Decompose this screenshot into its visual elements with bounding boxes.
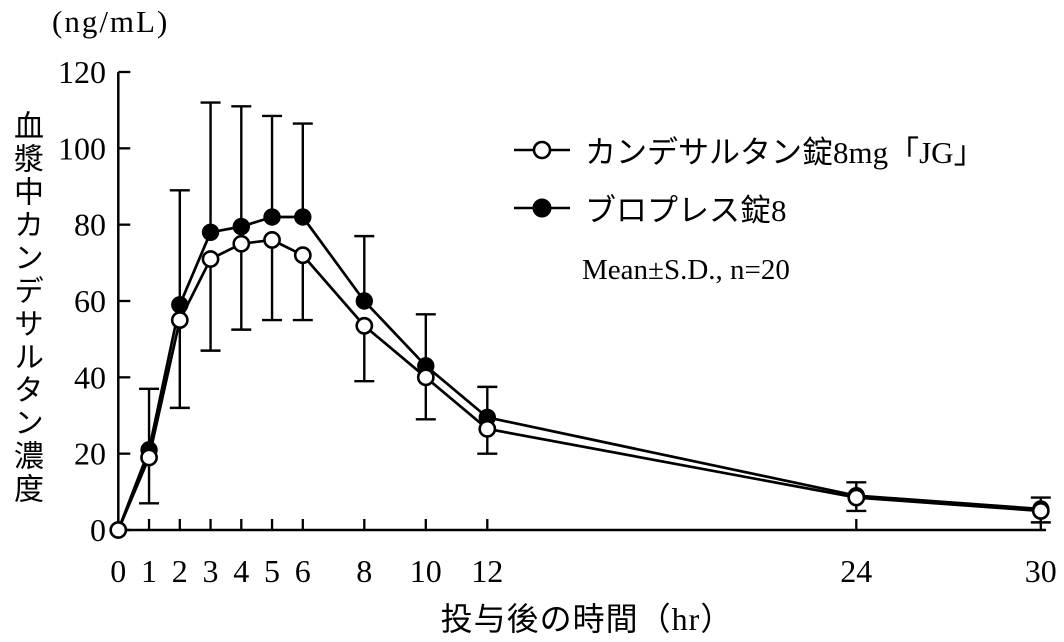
legend-item-jg-generic: カンデサルタン錠8mg「JG」	[514, 131, 985, 170]
y-axis-title: 血漿中カンデサルタン濃度	[9, 110, 42, 506]
data-point-open-circle	[109, 521, 128, 539]
x-tick-label: 6	[295, 553, 311, 589]
y-tick-label: 20	[74, 436, 106, 472]
legend-label-blopress: ブロプレス錠8	[585, 193, 787, 228]
x-tick-label: 24	[840, 553, 872, 589]
data-point-open-circle	[478, 419, 497, 438]
filled-circle-marker-icon	[514, 198, 570, 217]
y-tick-label: 100	[58, 130, 106, 166]
x-tick-label: 12	[471, 553, 503, 589]
data-point-filled-circle	[263, 208, 281, 226]
data-point-filled-circle	[294, 208, 312, 226]
data-point-filled-circle	[232, 217, 251, 236]
x-tick-label: 4	[233, 553, 249, 589]
x-tick-label: 1	[141, 553, 157, 589]
y-tick-label: 80	[74, 207, 106, 243]
y-tick-label: 120	[58, 54, 106, 90]
y-tick-label: 60	[74, 283, 106, 319]
data-point-open-circle	[293, 246, 312, 265]
series-line-open-circle	[117, 238, 1041, 531]
x-tick-label: 3	[203, 553, 219, 589]
x-tick-label: 0	[110, 553, 126, 589]
data-point-open-circle	[140, 448, 158, 467]
y-axis-unit-label: (ng/mL)	[52, 4, 170, 39]
legend-label-jg-generic: カンデサルタン錠8mg「JG」	[585, 135, 985, 170]
x-tick-label: 8	[356, 553, 372, 589]
data-point-filled-circle	[355, 292, 373, 310]
data-point-open-circle	[263, 231, 281, 249]
x-tick-label: 30	[1025, 553, 1057, 589]
x-axis-title: 投与後の時間（hr）	[440, 601, 734, 637]
open-circle-marker-icon	[514, 140, 570, 159]
y-tick-label: 40	[74, 359, 106, 395]
data-point-open-circle	[232, 234, 251, 253]
data-point-open-circle	[1031, 502, 1050, 520]
data-point-open-circle	[847, 488, 866, 507]
data-point-open-circle	[355, 316, 374, 335]
y-tick-label: 0	[90, 512, 106, 548]
data-point-open-circle	[170, 311, 189, 329]
x-tick-label: 2	[172, 553, 188, 589]
x-tick-label: 5	[264, 553, 280, 589]
legend-item-blopress: ブロプレス錠8	[514, 189, 787, 228]
data-point-open-circle	[416, 368, 435, 387]
data-point-filled-circle	[171, 296, 189, 314]
x-tick-label: 10	[410, 553, 442, 589]
legend-stats-annotation: Mean±S.D., n=20	[582, 254, 790, 286]
data-point-open-circle	[201, 250, 220, 268]
series-line-filled-circle	[117, 215, 1041, 531]
data-point-filled-circle	[201, 223, 220, 242]
